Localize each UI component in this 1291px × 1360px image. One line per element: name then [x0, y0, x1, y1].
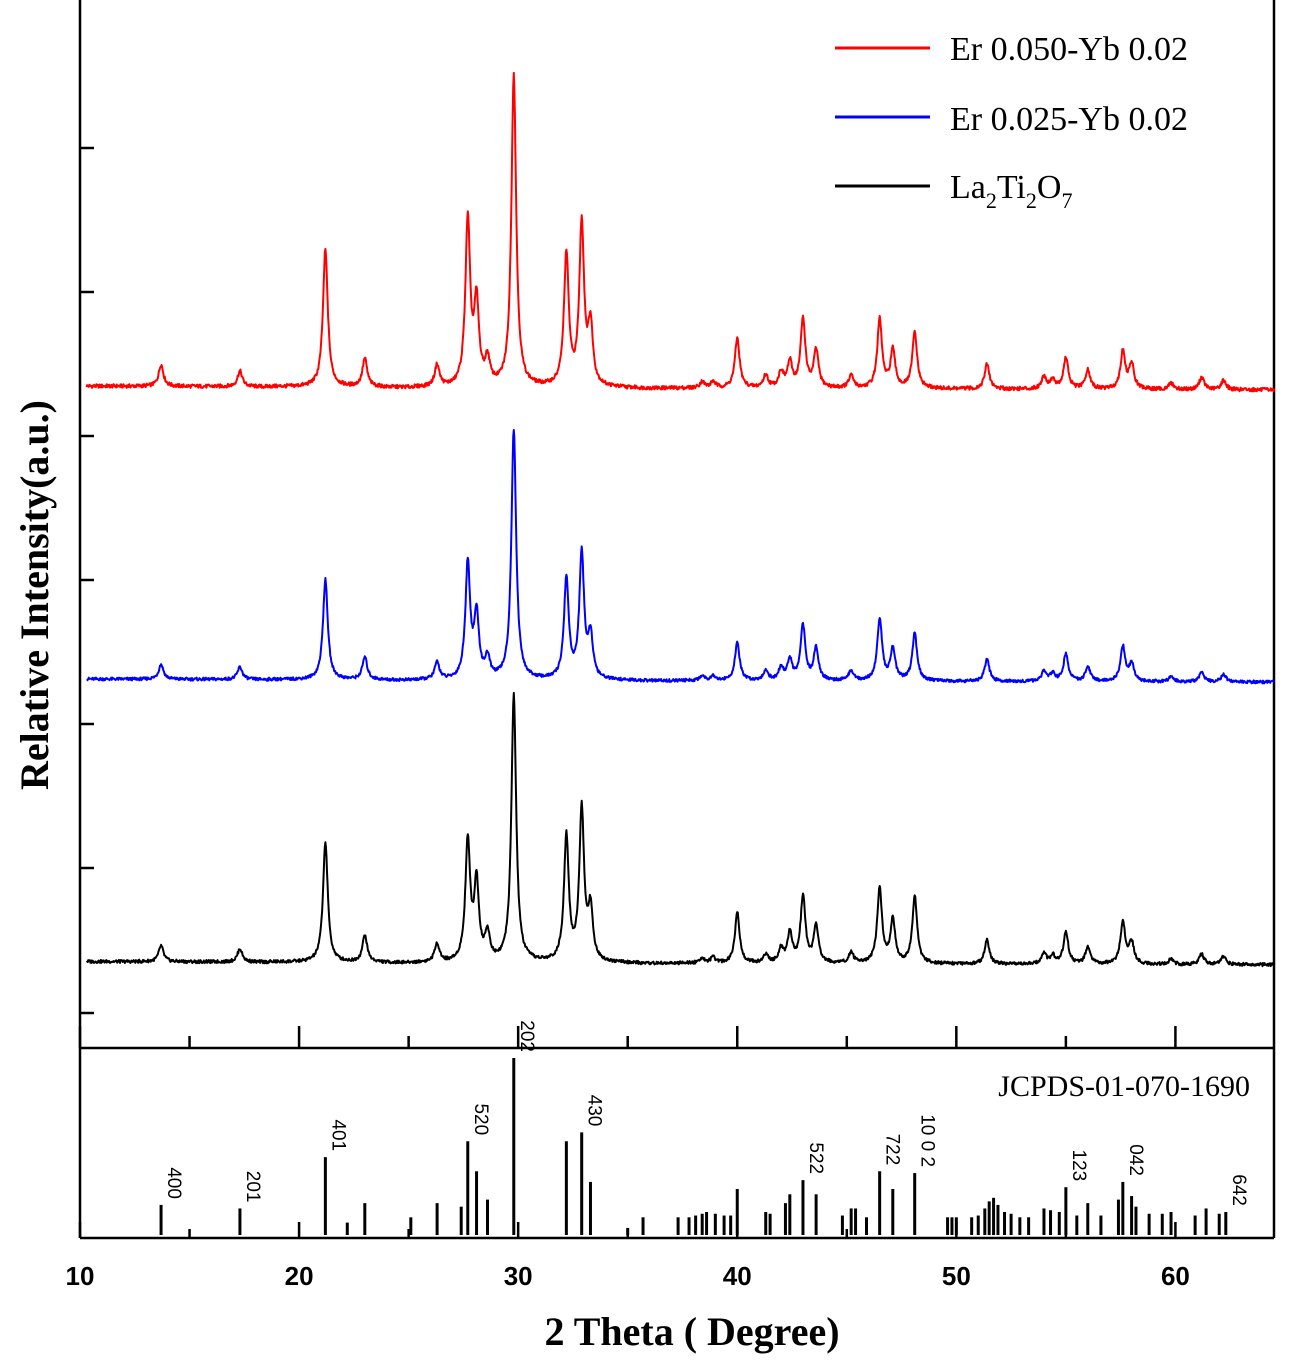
reference-hkl-label: 400: [163, 1167, 184, 1199]
reference-hkl-label: 401: [327, 1119, 348, 1151]
reference-hkl-label: 201: [242, 1171, 263, 1203]
reference-hkl-label: 522: [805, 1142, 826, 1174]
x-tick-labels: 10 20 30 40 50 60: [66, 1261, 1190, 1291]
legend-sub-3: 7: [1061, 188, 1072, 213]
x-tick-label: 30: [504, 1261, 533, 1291]
legend-o: O: [1037, 169, 1062, 206]
reference-hkl-label: 123: [1068, 1150, 1089, 1182]
x-tick-label: 50: [942, 1261, 971, 1291]
x-axis-title: 2 Theta ( Degree): [544, 1309, 839, 1354]
reference-hkl-label: 520: [470, 1103, 491, 1135]
legend-label-er050: Er 0.050-Yb 0.02: [950, 31, 1188, 68]
reference-labels: 400 201 401 520 202 430 522 722 10 0 2 123 042 642: [163, 1020, 1249, 1206]
main-x-ticks: [78, 1026, 1177, 1048]
x-tick-label: 20: [285, 1261, 314, 1291]
legend-label-er025: Er 0.025-Yb 0.02: [950, 101, 1188, 138]
series-er050: [85, 71, 1275, 393]
legend: Er 0.050-Yb 0.02 Er 0.025-Yb 0.02 La2Ti2…: [835, 31, 1188, 213]
legend-la: La: [950, 169, 986, 206]
series-er025: [86, 429, 1275, 685]
legend-ti: Ti: [997, 169, 1026, 206]
reference-bars: [159, 1058, 1228, 1235]
reference-hkl-label: 722: [882, 1134, 903, 1166]
reference-hkl-label: 430: [584, 1095, 605, 1127]
reference-hkl-label: 642: [1228, 1174, 1249, 1206]
y-axis-title: Relative Intensity(a.u.): [12, 400, 57, 790]
reference-hkl-label: 042: [1125, 1144, 1146, 1176]
x-tick-label: 40: [723, 1261, 752, 1291]
reference-hkl-label: 202: [516, 1020, 537, 1052]
jcpds-label: JCPDS-01-070-1690: [998, 1070, 1250, 1103]
legend-sub-1: 2: [986, 188, 997, 213]
x-tick-label: 60: [1161, 1261, 1190, 1291]
legend-label-la2ti2o7: La2Ti2O7: [950, 169, 1072, 213]
series-group: [85, 71, 1275, 968]
reference-hkl-label: 10 0 2: [917, 1114, 938, 1167]
main-y-ticks: [80, 146, 94, 1015]
main-panel: [78, 0, 1276, 1048]
x-tick-label: 10: [66, 1261, 95, 1291]
series-la2ti2o7: [85, 691, 1275, 968]
legend-sub-2: 2: [1026, 188, 1037, 213]
